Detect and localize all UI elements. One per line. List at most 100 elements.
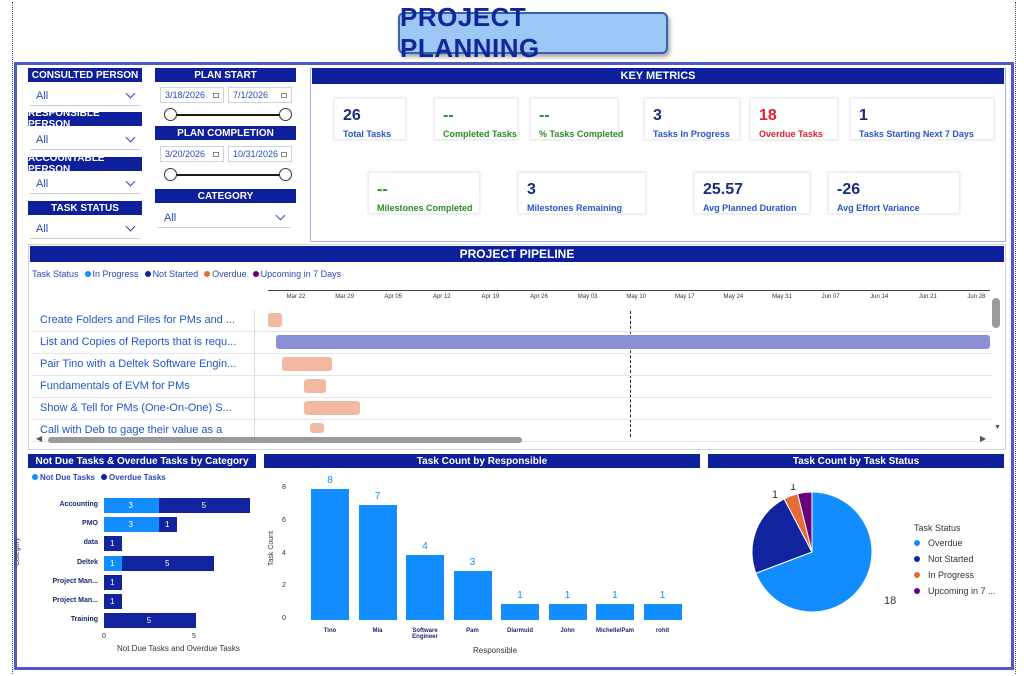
gantt-bar[interactable] [276,335,990,349]
plan-start-slider-handle-right[interactable] [279,108,292,121]
category-dropdown[interactable]: All [158,208,290,228]
status-legend-item[interactable]: Overdue [914,538,963,548]
timeline-tick-label: Apr 19 [481,294,500,300]
scroll-down-arrow[interactable]: ▼ [994,424,1001,431]
pie-slice-value: 18 [884,595,896,607]
timeline-tick-label: Apr 12 [432,294,451,300]
overdue-bar[interactable]: 5 [104,613,196,629]
not-due-bar[interactable]: 3 [104,498,159,513]
overdue-bar[interactable]: 5 [158,498,251,513]
overdue-bar[interactable]: 5 [122,555,214,571]
overdue-bar[interactable]: 1 [104,594,123,609]
category-xtick-0: 0 [102,633,106,640]
gantt-row[interactable]: List and Copies of Reports that is requ.… [32,332,992,354]
responsible-person-dropdown[interactable]: All [30,130,140,150]
legend-dot-icon [252,271,259,277]
pie-slice[interactable] [797,491,813,553]
pie-slice[interactable] [751,498,813,574]
overdue-bar-value: 5 [201,501,207,510]
overdue-bar-value: 5 [165,558,170,568]
status-legend-item[interactable]: In Progress [914,570,974,580]
chevron-down-icon [125,132,136,143]
pipeline-legend-item[interactable]: In Progress [84,269,139,279]
status-legend-item[interactable]: Upcoming in 7 ... [914,586,996,596]
pipeline-legend-item[interactable]: Upcoming in 7 Days [252,269,341,279]
plan-start-slider-handle-left[interactable] [164,108,177,121]
overdue-bar-value: 1 [110,597,115,606]
responsible-bar[interactable] [406,554,444,620]
overdue-bar[interactable]: 1 [104,574,123,590]
plan-start-from-input[interactable]: 3/18/2026 [160,87,224,103]
gantt-bar[interactable] [304,379,326,393]
legend-dot-icon [144,271,151,277]
plan-start-to-value: 7/1/2026 [233,90,269,100]
gantt-bar[interactable] [304,401,360,415]
category-legend-item[interactable]: Not Due Tasks [32,473,95,482]
metric-card: 25.57 Avg Planned Duration [694,172,810,214]
chevron-down-icon [275,210,286,221]
task-status-dropdown[interactable]: All [30,219,140,239]
not-due-bar-value: 3 [128,501,133,510]
responsible-category-label: Michelle/Pam [595,628,634,634]
gantt-row[interactable]: Create Folders and Files for PMs and ... [32,310,992,332]
plan-start-to-input[interactable]: 7/1/2026 [228,87,292,103]
category-label: Accounting [59,501,99,508]
accountable-person-dropdown[interactable]: All [30,174,140,194]
responsible-ytick: 0 [282,615,286,622]
gantt-bar[interactable] [268,313,282,327]
pie-slice[interactable] [755,491,873,613]
not-due-bar[interactable]: 1 [104,555,123,571]
plan-completion-to-input[interactable]: 10/31/2026 [228,146,292,162]
overdue-bar[interactable]: 1 [104,536,123,552]
task-name-link[interactable]: Pair Tino with a Deltek Software Engin..… [40,358,237,370]
legend-dot-icon [914,540,920,546]
calendar-icon[interactable] [213,92,219,98]
status-legend-item[interactable]: Not Started [914,554,974,564]
scroll-right-arrow[interactable]: ▶ [980,434,987,443]
plan-completion-from-value: 3/20/2026 [165,149,206,159]
task-name-link[interactable]: Call with Deb to gage their value as a [40,424,223,436]
calendar-icon[interactable] [281,151,287,157]
task-name-link[interactable]: Create Folders and Files for PMs and ... [40,314,236,326]
vertical-scrollbar-thumb[interactable] [992,298,1000,328]
task-name-link[interactable]: Fundamentals of EVM for PMs [40,380,190,392]
horizontal-scrollbar-thumb[interactable] [48,437,522,443]
gantt-row[interactable]: Fundamentals of EVM for PMs [32,376,992,398]
metric-value: 3 [527,181,536,198]
metric-card: 1 Tasks Starting Next 7 Days [850,98,994,140]
category-legend-item[interactable]: Overdue Tasks [100,473,166,482]
responsible-bar[interactable] [311,489,349,620]
plan-completion-slider-handle-right[interactable] [279,168,292,181]
metric-value: 18 [759,107,777,124]
task-name-link[interactable]: List and Copies of Reports that is requ.… [40,336,237,348]
responsible-bar[interactable] [643,603,682,620]
responsible-bar[interactable] [501,603,539,620]
responsible-bar[interactable] [358,505,397,620]
pipeline-legend-item[interactable]: Not Started [144,269,198,279]
responsible-bar[interactable] [596,603,634,620]
legend-dot-icon [914,572,920,578]
gantt-bar[interactable] [282,357,332,371]
responsible-bar[interactable] [548,603,587,620]
gantt-row[interactable]: Pair Tino with a Deltek Software Engin..… [32,354,992,376]
consulted-person-dropdown[interactable]: All [30,86,140,106]
responsible-bar[interactable] [453,570,492,620]
calendar-icon[interactable] [281,92,287,98]
pipeline-legend: Task Status In Progress Not Started Overdu… [32,269,341,279]
metric-label: Completed Tasks [443,129,517,139]
category-label: Project Man... [52,597,98,604]
pipeline-legend-item[interactable]: Overdue [204,269,247,279]
scroll-left-arrow[interactable]: ◀ [36,434,43,443]
consulted-person-value: All [36,89,49,102]
category-chart-header: Not Due Tasks & Overdue Tasks by Categor… [28,454,256,468]
plan-completion-from-input[interactable]: 3/20/2026 [160,146,224,162]
responsible-bar-value: 1 [659,589,666,601]
task-name-link[interactable]: Show & Tell for PMs (One-On-One) S... [40,402,232,414]
overdue-bar[interactable]: 1 [158,517,178,533]
calendar-icon[interactable] [213,151,219,157]
plan-completion-slider-handle-left[interactable] [164,168,177,181]
gantt-bar[interactable] [310,423,324,433]
gantt-row[interactable]: Show & Tell for PMs (One-On-One) S... [32,398,992,420]
not-due-bar[interactable]: 3 [104,517,159,533]
timeline-tick-label: Jun 07 [821,294,840,300]
